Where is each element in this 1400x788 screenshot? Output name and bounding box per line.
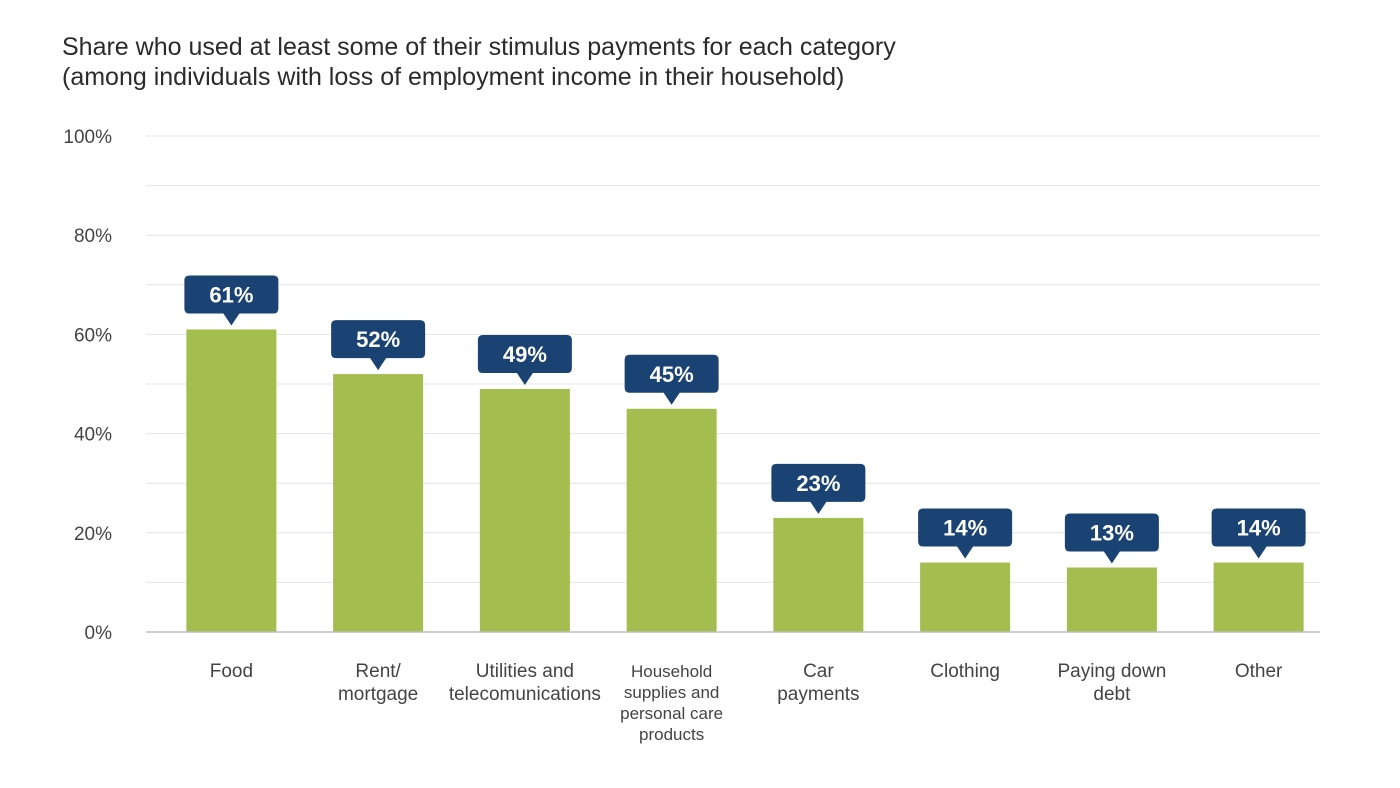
x-category-label-line: Household [631, 662, 712, 681]
bar [920, 562, 1011, 632]
data-label-callout [624, 354, 719, 405]
data-label: 45% [650, 362, 694, 387]
x-category-label-line: Paying down [1057, 661, 1166, 682]
x-category-label-line: telecomunications [449, 684, 601, 705]
data-label: 14% [943, 516, 987, 541]
data-label-callout [1211, 508, 1306, 559]
x-category-label-line: products [639, 725, 704, 744]
y-tick-label: 20% [74, 524, 112, 545]
data-label: 52% [356, 327, 400, 352]
x-category-label: Other [1235, 661, 1283, 682]
data-label-callout [184, 275, 279, 326]
bar [479, 388, 570, 632]
data-label-callout [477, 334, 572, 385]
y-tick-label: 80% [74, 226, 112, 247]
y-tick-label: 100% [63, 127, 112, 148]
data-label: 23% [796, 471, 840, 496]
x-category-label: Car payments [777, 661, 859, 705]
x-category-label-line: Rent/ [355, 661, 401, 682]
data-label: 61% [209, 282, 253, 307]
x-category-label: Utilities and telecomunications [449, 661, 601, 705]
x-category-label: Rent/mortgage [338, 661, 418, 705]
bar [333, 374, 424, 632]
x-category-label-line: supplies and [624, 683, 719, 702]
data-label-callout [771, 463, 866, 514]
x-category-label-line: Clothing [930, 661, 1000, 682]
data-label: 13% [1090, 521, 1134, 546]
bar [773, 517, 864, 632]
x-category-label: Clothing [930, 661, 1000, 682]
chart-subtitle: (among individuals with loss of employme… [62, 63, 845, 91]
x-category-label-line: Other [1235, 661, 1283, 682]
y-tick-label: 0% [85, 623, 113, 644]
bar [186, 329, 277, 632]
x-category-label-line: personal care [620, 704, 723, 723]
bar [1213, 562, 1304, 632]
bar [1066, 567, 1157, 632]
x-category-label-line: Food [210, 661, 253, 682]
data-label: 49% [503, 342, 547, 367]
chart-title-block: Share who used at least some of their st… [62, 32, 1362, 92]
data-label: 14% [1237, 516, 1281, 541]
x-category-label-line: mortgage [338, 684, 418, 705]
x-axis-labels: Food Rent/mortgage Utilities and telecomuni… [210, 661, 1283, 744]
bar [626, 408, 717, 632]
x-category-label: Paying down debt [1057, 661, 1166, 705]
data-label-callout [1064, 513, 1159, 564]
y-tick-label: 40% [74, 425, 112, 446]
x-category-label-line: Utilities and [476, 661, 574, 682]
chart-title: Share who used at least some of their st… [62, 33, 896, 61]
x-category-label-line: payments [777, 684, 859, 705]
data-label-callout [331, 320, 426, 371]
x-category-label: Household supplies and personal care produc… [620, 662, 723, 744]
y-tick-label: 60% [74, 325, 112, 346]
data-labels: 61% 52% 49% 45% 23% 14% 13% 14% [184, 275, 1306, 564]
x-category-label-line: Car [803, 661, 834, 682]
bars [186, 329, 1304, 632]
data-label-callout [918, 508, 1013, 559]
x-category-label-line: debt [1093, 684, 1131, 705]
x-category-label: Food [210, 661, 253, 682]
y-axis-ticks: 0% 20% 40% 60% 80% 100% [63, 127, 112, 644]
